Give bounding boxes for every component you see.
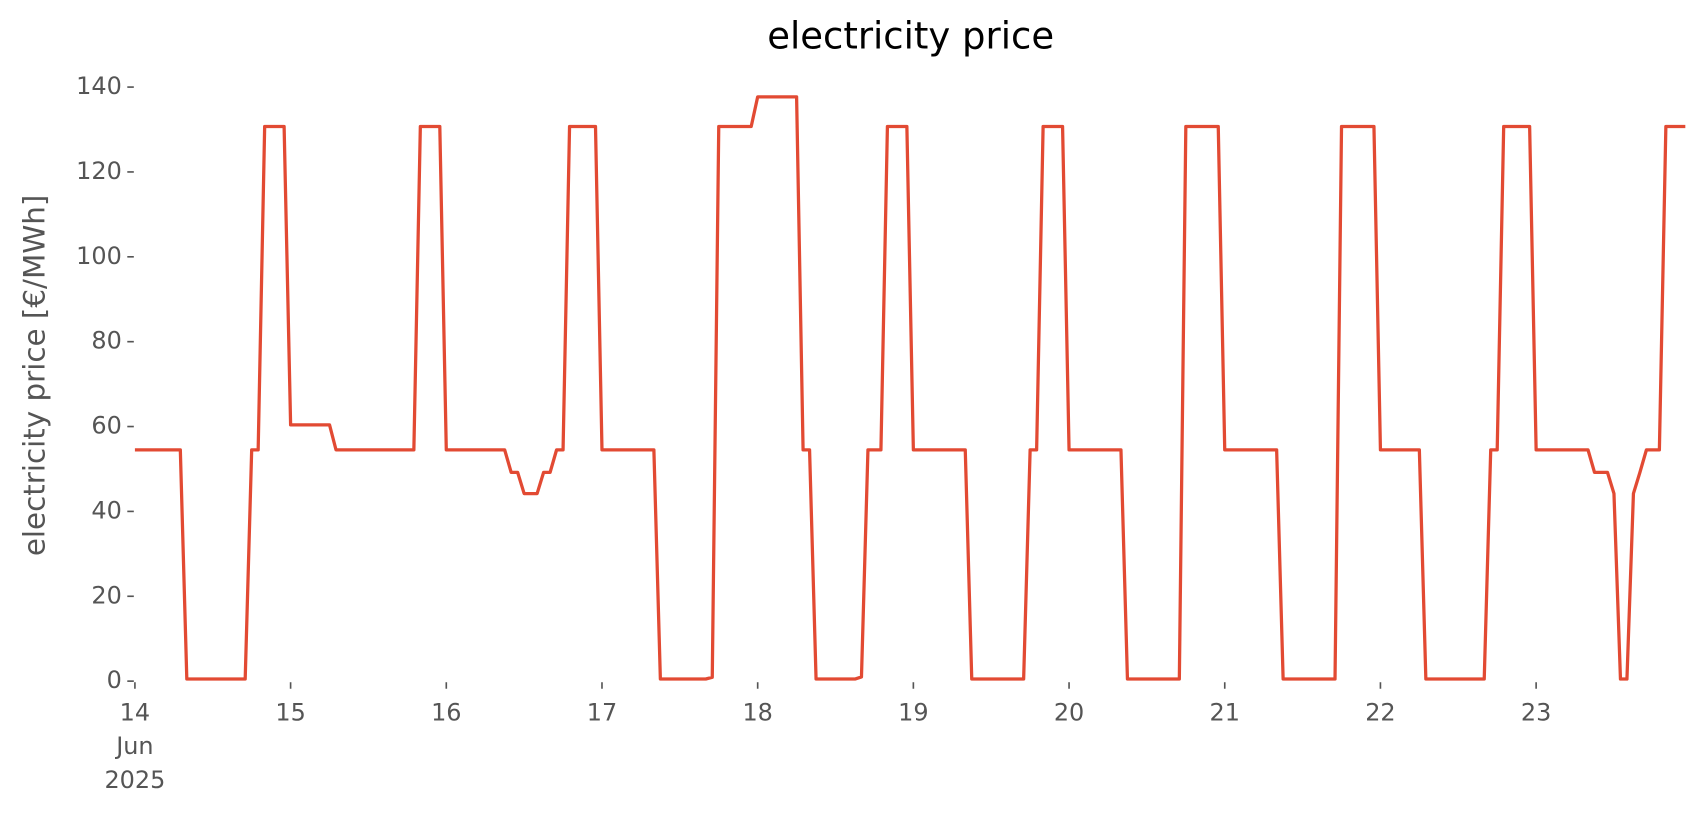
y-tick-label: 80 [91,327,121,355]
x-tick-label: 14 Jun 2025 [104,698,165,793]
y-tick-label: 60 [91,412,121,440]
chart-title: electricity price [767,15,1054,58]
y-tick-label: 100 [76,242,122,270]
x-tick-label: 17 [587,698,617,726]
y-tick-label: 140 [76,72,122,100]
y-tick-label: 40 [91,496,121,524]
x-tick-label: 16 [431,698,461,726]
x-tick-label: 22 [1365,698,1395,726]
y-tick-label: 20 [91,581,121,609]
x-tick-label: 15 [275,698,305,726]
y-tick-label: 0 [107,666,122,694]
x-tick-label: 20 [1054,698,1084,726]
x-tick-label: 21 [1210,698,1240,726]
y-axis-label: electricity price [€/MWh] [17,195,51,557]
x-tick-label: 18 [742,698,772,726]
x-tick-label: 19 [898,698,928,726]
x-tick-label: 23 [1521,698,1551,726]
price-line [134,95,1686,681]
y-tick-label: 120 [76,157,122,185]
